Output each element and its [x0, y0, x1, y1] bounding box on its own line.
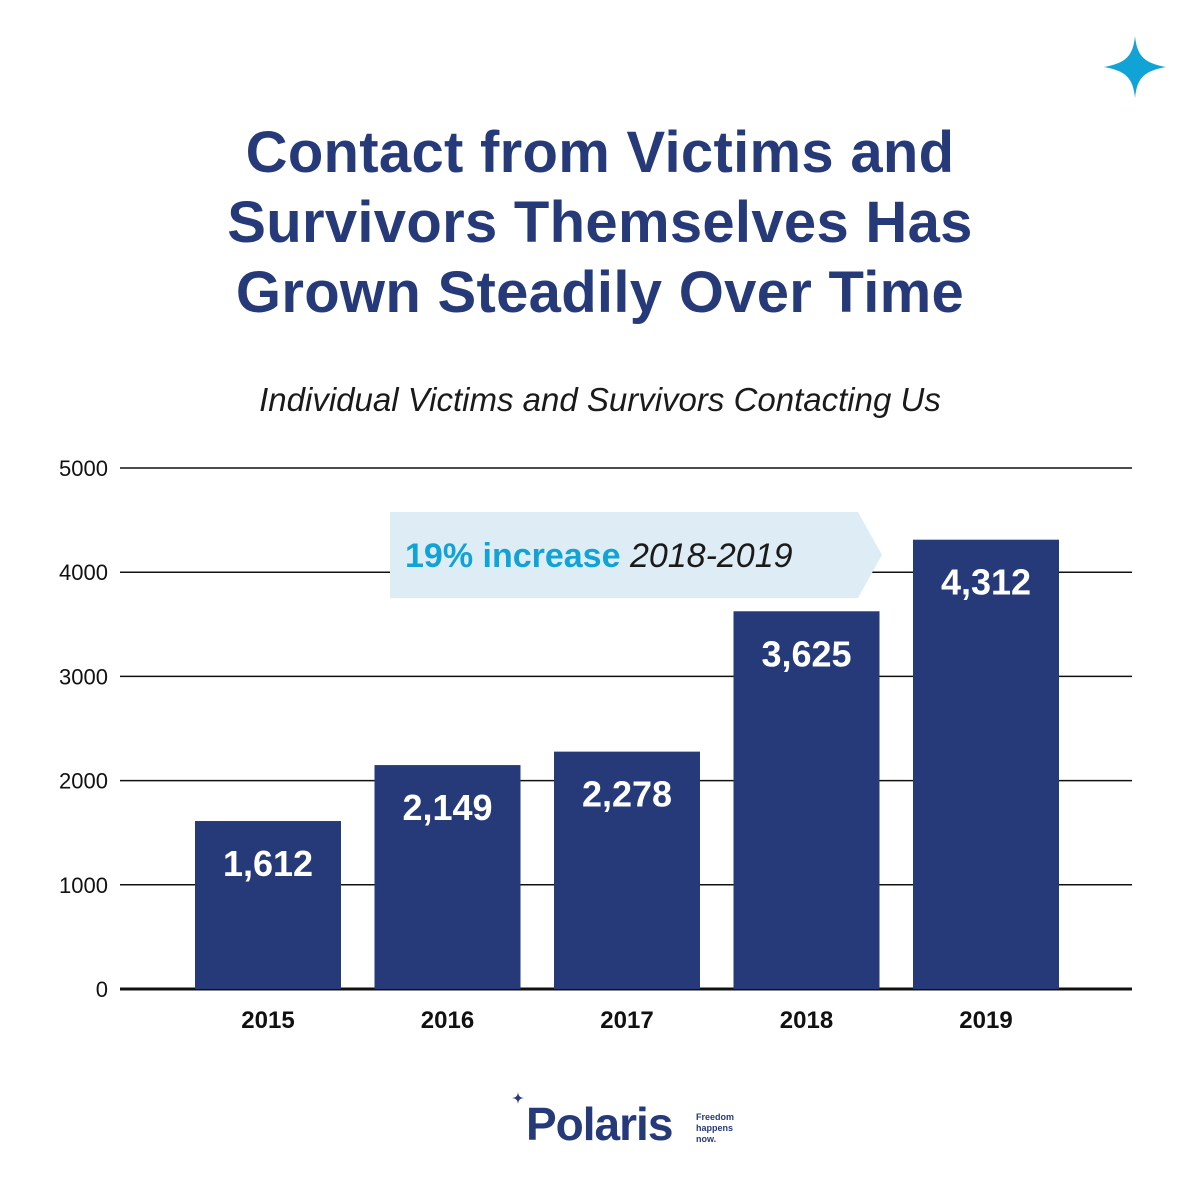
title-line-2: Survivors Themselves Has: [227, 190, 973, 255]
four-point-star-icon: [1104, 36, 1166, 98]
y-tick-label: 0: [96, 977, 108, 1002]
title-line-3: Grown Steadily Over Time: [235, 260, 965, 325]
callout-banner: [390, 512, 882, 598]
logo-wordmark: Polaris: [526, 1098, 673, 1150]
data-label: 2,278: [582, 774, 672, 815]
bar: [195, 821, 341, 989]
y-tick-label: 2000: [59, 769, 108, 794]
data-label: 4,312: [941, 562, 1031, 603]
chart-subtitle: Individual Victims and Survivors Contact…: [259, 381, 941, 418]
annotation-period: 2018-2019: [629, 537, 793, 575]
chart-title: Contact from Victims and Survivors Thems…: [0, 118, 1200, 328]
logo-tagline: Freedom happens now.: [696, 1112, 734, 1145]
x-tick-label: 2016: [421, 1007, 474, 1034]
annotation-text: 19% increase 2018-2019: [405, 537, 793, 575]
logo-star-icon: [512, 1092, 524, 1104]
annotation-highlight: 19% increase: [405, 537, 630, 575]
polaris-logo: Polaris Freedom happens now.: [512, 1092, 752, 1164]
y-tick-label: 1000: [59, 873, 108, 898]
y-tick-label: 5000: [59, 456, 108, 481]
y-tick-label: 4000: [59, 560, 108, 585]
logo-tagline-line-2: happens: [696, 1123, 734, 1133]
x-tick-label: 2015: [241, 1007, 294, 1034]
bar: [733, 611, 880, 989]
x-tick-label: 2018: [780, 1007, 833, 1034]
y-tick-label: 3000: [59, 664, 108, 689]
data-label: 2,149: [402, 787, 492, 828]
logo-tagline-line-3: now.: [696, 1134, 717, 1144]
logo-tagline-line-1: Freedom: [696, 1112, 735, 1122]
bar: [913, 539, 1059, 989]
data-label: 1,612: [223, 843, 313, 884]
x-tick-label: 2017: [600, 1007, 653, 1034]
bar: [554, 751, 700, 989]
bar: [374, 765, 521, 989]
title-line-1: Contact from Victims and: [245, 120, 955, 185]
x-tick-label: 2019: [959, 1007, 1012, 1034]
data-label: 3,625: [761, 633, 851, 674]
